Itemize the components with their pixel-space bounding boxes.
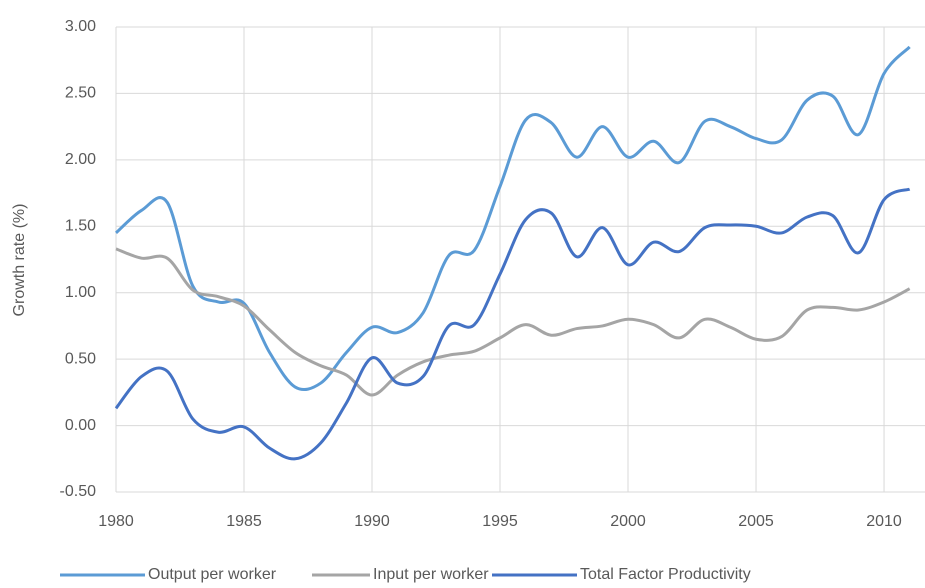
legend-label: Input per worker — [373, 566, 489, 583]
y-tick-label: -0.50 — [60, 483, 97, 500]
y-tick-label: 2.00 — [65, 151, 96, 168]
x-tick-label: 1980 — [98, 513, 134, 530]
series-line — [114, 187, 911, 461]
y-axis-label: Growth rate (%) — [11, 204, 28, 317]
x-tick-label: 1995 — [482, 513, 518, 530]
y-tick-label: 3.00 — [65, 18, 96, 35]
x-tick-label: 1990 — [354, 513, 390, 530]
y-tick-label: 1.00 — [65, 284, 96, 301]
x-tick-label: 2005 — [738, 513, 774, 530]
x-tick-label: 2010 — [866, 513, 902, 530]
y-tick-label: 1.50 — [65, 218, 96, 235]
y-tick-label: 2.50 — [65, 85, 96, 102]
series-line — [114, 45, 911, 392]
legend-label: Output per worker — [148, 566, 277, 583]
y-tick-label: 0.00 — [65, 417, 96, 434]
y-tick-label: 0.50 — [65, 350, 96, 367]
x-tick-label: 1985 — [226, 513, 262, 530]
legend-label: Total Factor Productivity — [580, 566, 751, 583]
series-line — [115, 247, 911, 397]
x-tick-label: 2000 — [610, 513, 646, 530]
